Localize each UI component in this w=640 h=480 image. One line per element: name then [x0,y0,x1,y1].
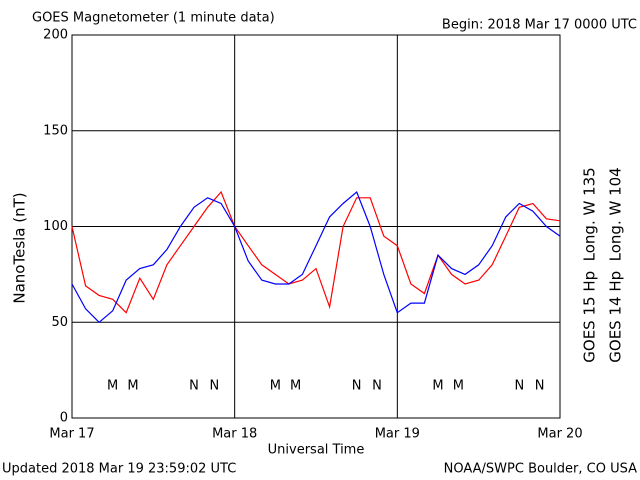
legend-entry: GOES 14 Hp Long. W 104 [607,167,625,362]
chart-subtitle: Begin: 2018 Mar 17 0000 UTC [442,18,637,33]
marker-label: N [352,379,362,394]
series-line [71,191,561,324]
marker-label: M [290,379,301,394]
footer-right: NOAA/SWPC Boulder, CO USA [444,462,637,477]
x-tick-label: Mar 17 [49,427,94,442]
marker-label: N [372,379,382,394]
marker-label: N [209,379,219,394]
y-tick-label: 100 [43,219,68,234]
series-line [71,190,561,314]
marker-label: M [107,379,118,394]
y-tick-label: 150 [43,123,68,138]
footer-left: Updated 2018 Mar 19 23:59:02 UTC [2,462,236,477]
x-axis-label: Universal Time [268,443,365,458]
chart-title: GOES Magnetometer (1 minute data) [32,11,275,26]
x-tick-label: Mar 20 [537,427,582,442]
y-tick-label: 0 [60,411,68,426]
marker-label: M [453,379,464,394]
marker-label: N [514,379,524,394]
legend-entry: GOES 15 Hp Long. W 135 [581,167,599,362]
x-tick-label: Mar 18 [212,427,257,442]
y-tick-label: 200 [43,28,68,43]
marker-label: N [535,379,545,394]
marker-label: N [189,379,199,394]
y-axis-label: NanoTesla (nT) [11,192,29,303]
marker-label: M [270,379,281,394]
y-tick-label: 50 [51,315,68,330]
marker-label: M [127,379,138,394]
marker-label: M [432,379,443,394]
x-tick-label: Mar 19 [375,427,420,442]
